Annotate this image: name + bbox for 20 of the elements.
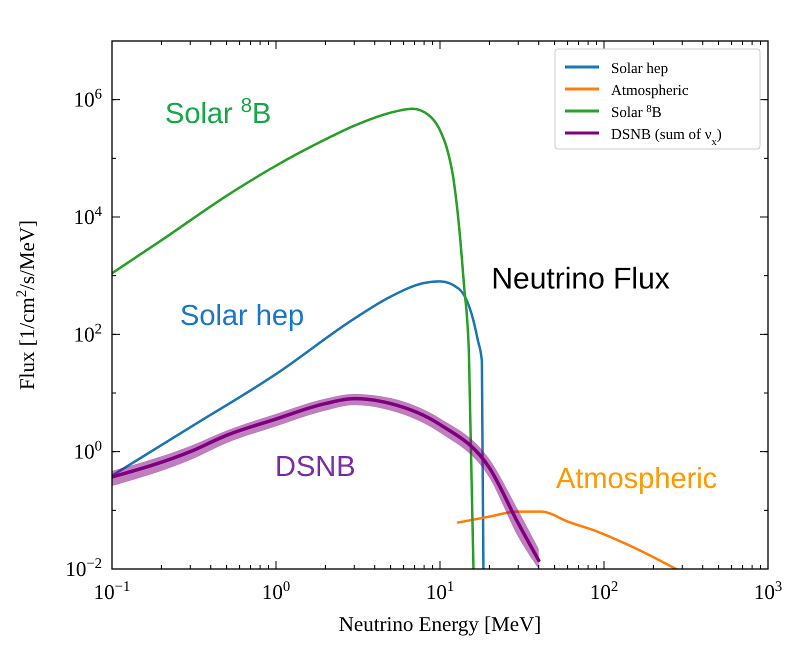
y-tick-label: 10$^{4}$ [74, 204, 103, 229]
y-tick-label: 10$^{0}$ [74, 438, 102, 464]
x-tick-label: 10$^{3}$ [754, 579, 782, 604]
legend-label: Solar hep [611, 61, 668, 77]
x-tick-label: 10$^{1}$ [426, 579, 454, 604]
legend-label: DSNB (sum of ν$_{x}$) [611, 127, 722, 148]
x-tick-label: 10$^{2}$ [590, 579, 618, 604]
x-tick-label: 10$^{0}$ [262, 579, 290, 604]
x-axis-title: Neutrino Energy [MeV] [338, 612, 542, 636]
x-tick-label: 10$^{−1}$ [94, 579, 130, 604]
y-tick-label: 10$^{6}$ [74, 86, 102, 112]
annotation: DSNB [275, 451, 356, 483]
y-tick-label: 10$^{2}$ [74, 321, 102, 346]
text: Neutrino Flux [491, 262, 670, 296]
legend-label: Atmospheric [611, 83, 689, 99]
legend-label: Solar $^{8}$B [611, 104, 662, 121]
y-tick-label: 10$^{−2}$ [65, 556, 102, 581]
annotation: Solar $^{8}$B [165, 95, 272, 130]
annotation: Solar hep [180, 300, 304, 332]
annotation: Atmospheric [556, 463, 718, 495]
